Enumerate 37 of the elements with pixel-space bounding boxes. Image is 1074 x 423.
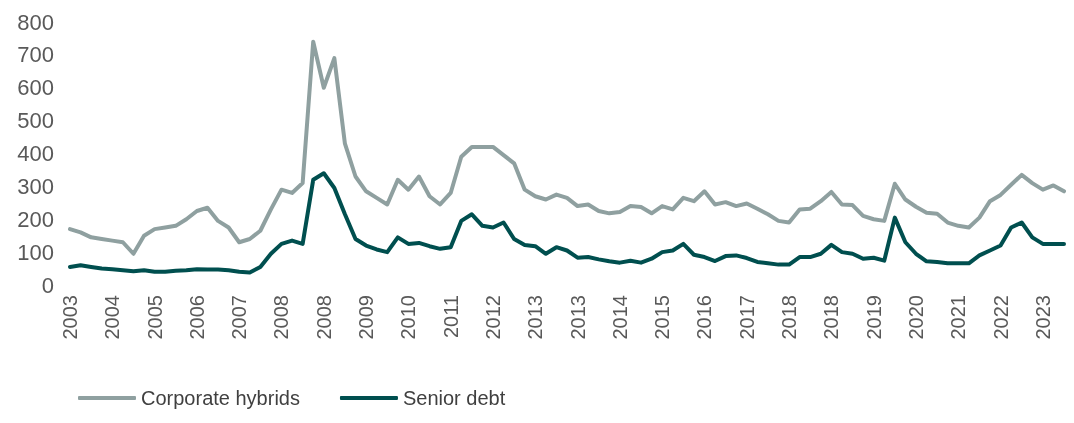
line-series [68, 171, 1066, 275]
x-tick-label: 2013 [524, 295, 547, 340]
x-tick-label: 2021 [947, 295, 970, 340]
x-tick-label: 2006 [185, 295, 208, 340]
x-tick-label: 2003 [59, 295, 81, 340]
y-tick-label: 400 [17, 141, 54, 166]
legend-label: Corporate hybrids [141, 387, 300, 409]
x-tick-label: 2020 [904, 295, 927, 340]
x-tick-label: 2022 [989, 295, 1012, 340]
y-tick-label: 800 [17, 9, 54, 35]
x-tick-label: 2014 [608, 295, 631, 340]
y-tick-label: 0 [41, 272, 54, 298]
y-tick-label: 500 [17, 108, 54, 134]
x-tick-label: 2010 [397, 295, 420, 340]
legend-label: Senior debt [402, 387, 506, 409]
x-tick-label: 2019 [862, 295, 885, 340]
x-tick-label: 2018 [778, 295, 801, 340]
y-tick-label: 600 [17, 75, 54, 101]
x-tick-label: 2015 [651, 295, 674, 340]
y-tick-label: 300 [17, 173, 54, 199]
line-series [68, 39, 1066, 256]
y-tick-label: 700 [17, 42, 54, 68]
y-tick-label: 200 [17, 206, 54, 232]
x-tick-label: 2018 [820, 295, 843, 340]
x-tick-label: 2017 [735, 295, 758, 340]
x-tick-label: 2007 [228, 295, 251, 340]
x-tick-label: 2004 [101, 295, 124, 340]
x-tick-label: 2011 [439, 295, 462, 339]
x-tick-label: 2008 [312, 295, 335, 340]
x-tick-label: 2005 [143, 295, 166, 340]
x-tick-label: 2016 [693, 295, 716, 340]
x-tick-label: 2008 [270, 295, 293, 340]
x-tick-label: 2013 [566, 295, 589, 340]
y-tick-label: 100 [17, 239, 54, 265]
x-tick-label: 2009 [355, 295, 378, 340]
x-tick-label: 2012 [481, 295, 504, 340]
x-tick-label: 2023 [1031, 295, 1054, 340]
